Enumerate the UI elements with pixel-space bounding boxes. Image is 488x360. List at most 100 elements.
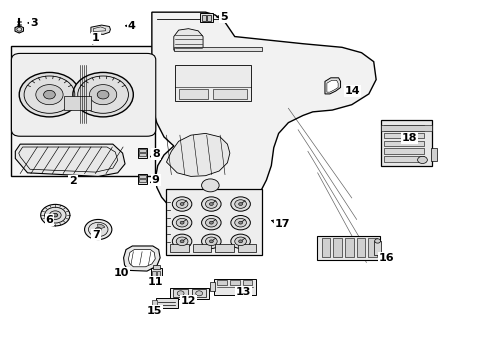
Bar: [170, 244, 188, 252]
Polygon shape: [91, 25, 110, 35]
Circle shape: [44, 207, 66, 223]
Bar: [356, 238, 365, 257]
Bar: [139, 175, 146, 178]
Circle shape: [88, 222, 108, 237]
Circle shape: [176, 237, 187, 246]
Bar: [380, 120, 431, 166]
Bar: [11, 45, 155, 176]
Bar: [229, 280, 239, 285]
Bar: [166, 189, 261, 255]
Bar: [380, 125, 431, 131]
Text: 13: 13: [235, 287, 251, 297]
Bar: [383, 125, 423, 131]
Circle shape: [230, 197, 250, 211]
Circle shape: [238, 203, 242, 206]
Text: 2: 2: [69, 176, 77, 186]
Bar: [344, 238, 353, 257]
Bar: [138, 174, 147, 184]
Bar: [173, 289, 187, 297]
Bar: [242, 280, 252, 285]
Bar: [214, 279, 255, 295]
Circle shape: [84, 220, 112, 239]
Text: 4: 4: [127, 21, 135, 31]
Text: 17: 17: [274, 219, 290, 229]
Circle shape: [97, 90, 109, 99]
Circle shape: [230, 234, 250, 248]
Bar: [139, 179, 146, 182]
Bar: [152, 301, 157, 306]
Bar: [383, 156, 423, 162]
Bar: [199, 13, 213, 22]
Circle shape: [177, 291, 183, 296]
Circle shape: [49, 211, 61, 220]
Bar: [321, 238, 330, 257]
Bar: [139, 149, 146, 152]
Bar: [173, 47, 261, 51]
Polygon shape: [152, 12, 375, 217]
Text: 3: 3: [30, 18, 38, 28]
Bar: [138, 148, 147, 158]
Text: 5: 5: [220, 12, 227, 22]
Polygon shape: [173, 29, 203, 50]
Circle shape: [172, 216, 191, 230]
Bar: [152, 271, 156, 277]
Circle shape: [43, 90, 55, 99]
Circle shape: [238, 240, 242, 243]
Bar: [206, 15, 210, 21]
Circle shape: [95, 227, 101, 231]
Bar: [178, 89, 207, 99]
Circle shape: [205, 219, 217, 227]
Text: 11: 11: [148, 277, 163, 287]
Circle shape: [172, 234, 191, 248]
Circle shape: [73, 72, 133, 117]
Circle shape: [195, 291, 202, 296]
Polygon shape: [326, 80, 337, 92]
Text: 6: 6: [45, 215, 53, 225]
Circle shape: [205, 237, 217, 246]
Bar: [212, 89, 246, 99]
Text: 9: 9: [151, 175, 160, 185]
Bar: [383, 133, 423, 138]
Bar: [383, 140, 423, 146]
Circle shape: [180, 221, 183, 224]
Circle shape: [180, 203, 183, 206]
Circle shape: [172, 197, 191, 211]
Circle shape: [41, 204, 70, 226]
Circle shape: [205, 200, 217, 208]
Bar: [316, 236, 379, 260]
Text: 16: 16: [378, 253, 394, 263]
Text: 12: 12: [180, 296, 196, 306]
Bar: [367, 238, 376, 257]
Bar: [192, 244, 211, 252]
Bar: [237, 244, 256, 252]
Circle shape: [417, 156, 427, 163]
Wedge shape: [91, 229, 99, 235]
Circle shape: [36, 85, 63, 105]
Text: 14: 14: [344, 86, 360, 96]
Circle shape: [19, 72, 80, 117]
Text: 10: 10: [114, 267, 129, 278]
Circle shape: [201, 216, 221, 230]
Bar: [170, 288, 209, 299]
Circle shape: [201, 179, 219, 192]
Bar: [157, 271, 160, 277]
Circle shape: [234, 219, 246, 227]
Circle shape: [234, 200, 246, 208]
Bar: [64, 96, 91, 110]
Bar: [210, 282, 215, 291]
Bar: [153, 265, 159, 269]
Wedge shape: [98, 224, 104, 229]
FancyBboxPatch shape: [11, 53, 156, 136]
Circle shape: [176, 219, 187, 227]
Polygon shape: [128, 249, 155, 267]
Circle shape: [180, 240, 183, 243]
Polygon shape: [15, 144, 125, 176]
Bar: [139, 153, 146, 156]
Bar: [151, 268, 161, 279]
Circle shape: [201, 234, 221, 248]
Bar: [217, 280, 226, 285]
Polygon shape: [15, 26, 23, 33]
Text: 18: 18: [401, 133, 416, 143]
Polygon shape: [325, 78, 340, 94]
Circle shape: [201, 197, 221, 211]
